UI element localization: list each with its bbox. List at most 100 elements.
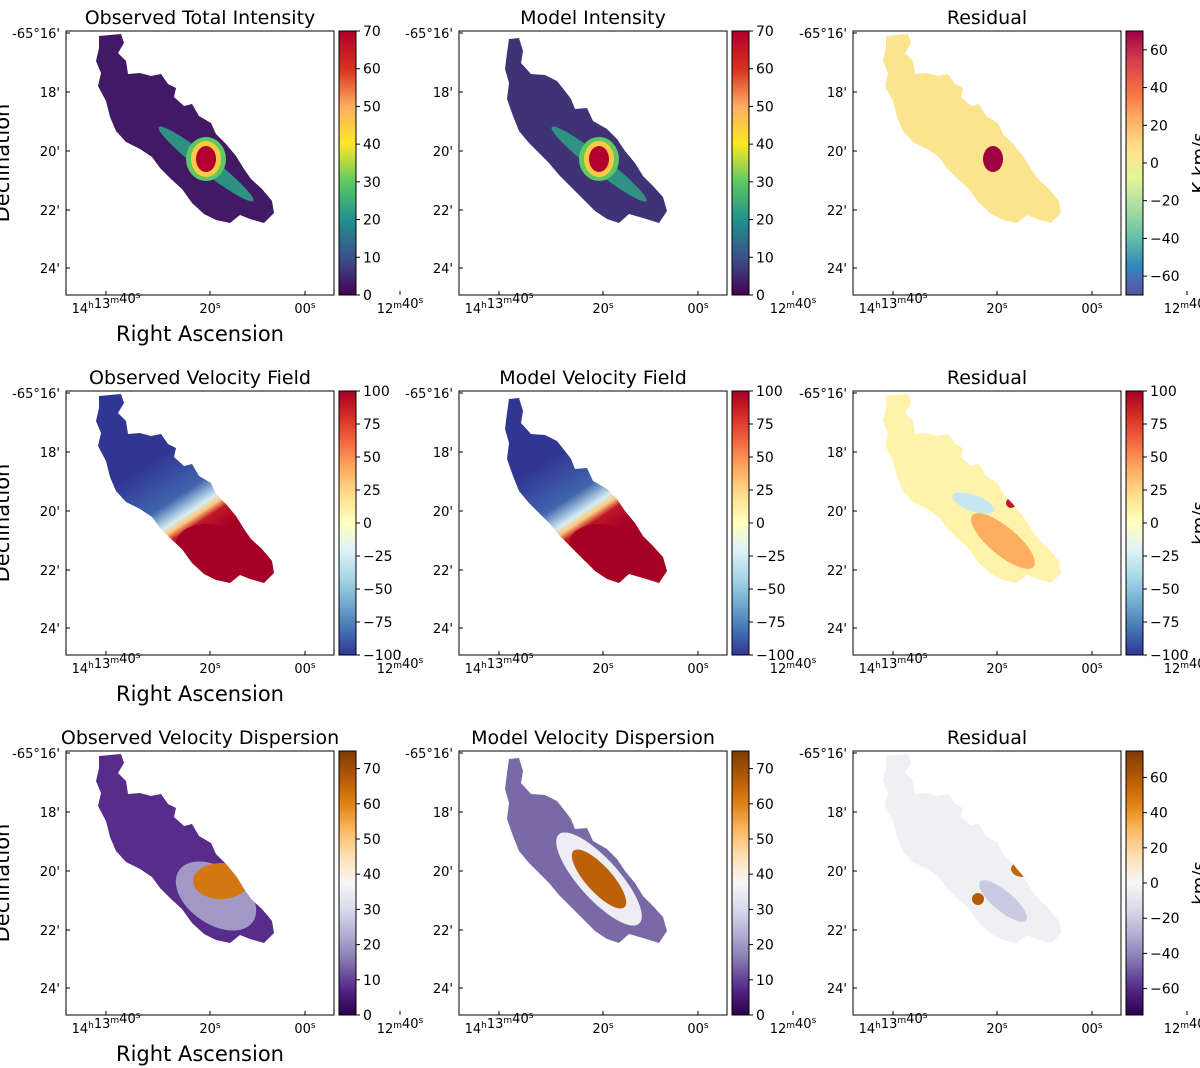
colorbar-tick-label: 70	[756, 24, 774, 40]
panel-1: Model Intensity -65°16' 18' 20' 22' 24' 14h13m…	[405, 7, 816, 317]
y-tick-label: 20'	[827, 505, 847, 520]
colorbar-tick-label: 25	[756, 483, 774, 499]
colorbar-tick-label: 100	[756, 384, 783, 400]
colorbar-tick-label: 0	[363, 516, 372, 532]
y-tick-label: 22'	[827, 924, 847, 939]
colorbar-tick-label: −20	[1150, 911, 1180, 927]
y-tick-label: -65°16'	[405, 27, 453, 42]
colorbar: −60 −40 −20 0 20 40 60 km/s	[1125, 750, 1200, 1016]
model-dispersion-map	[505, 758, 667, 943]
y-tick-label: 18'	[827, 806, 847, 821]
colorbar-label: km/s	[1189, 861, 1200, 904]
colorbar: 0 10 20 30 40 50 60 70	[338, 24, 381, 304]
x-tick-label: 12m40s	[770, 296, 817, 317]
colorbar-tick-label: 50	[756, 450, 774, 466]
x-tick-label: 12m40s	[770, 1016, 817, 1037]
y-tick-label: 20'	[433, 865, 453, 880]
colorbar: −60 −40 −20 0 20 40 60 K km/s	[1125, 30, 1200, 296]
residual-dispersion-map	[883, 754, 1061, 943]
colorbar-tick-label: 20	[1150, 118, 1168, 134]
x-tick-label: 00s	[687, 301, 709, 317]
x-tick-label: 00s	[294, 301, 316, 317]
colorbar-tick-label: 40	[756, 867, 774, 883]
panel-8: Residual -65°16' 18' 20' 22' 24' 14h13m40s 20s 0…	[799, 727, 1200, 1037]
panel-7: Model Velocity Dispersion -65°16' 18' 20' 22…	[405, 727, 816, 1037]
colorbar-tick-label: −40	[1150, 231, 1180, 247]
y-tick-label: 20'	[40, 505, 60, 520]
panel-6: Observed Velocity Dispersion-65°16' 18' 20…	[0, 727, 424, 1066]
x-tick-label: 14h13m40s	[72, 651, 141, 677]
colorbar-tick-label: 0	[756, 1008, 765, 1024]
colorbar-tick-label: 20	[1150, 841, 1168, 857]
x-tick-label: 00s	[294, 661, 316, 677]
panel-5: Residual -65°16' 18' 20' 22' 24' 14h13m40s 20s 0…	[799, 367, 1200, 677]
colorbar: 0 10 20 30 40 50 60 70	[338, 750, 381, 1024]
intensity-map	[96, 34, 274, 223]
y-tick-label: 22'	[827, 564, 847, 579]
x-tick-label: 12m40s	[770, 656, 817, 677]
y-tick-label: -65°16'	[799, 747, 847, 762]
colorbar-tick-label: 30	[756, 902, 774, 918]
colorbar-tick-label: 0	[1150, 516, 1159, 532]
colorbar-tick-label: −60	[1150, 269, 1180, 285]
x-tick-label: 14h13m40s	[72, 291, 141, 317]
residual-velocity-map	[883, 394, 1061, 583]
colorbar-tick-label: −25	[363, 549, 393, 565]
y-tick-label: 18'	[433, 806, 453, 821]
y-tick-label: 22'	[40, 204, 60, 219]
x-tick-label: 14h13m40s	[859, 291, 928, 317]
colorbar-tick-label: 100	[1150, 384, 1177, 400]
colorbar-tick-label: −50	[363, 582, 393, 598]
y-tick-label: 22'	[40, 924, 60, 939]
colorbar-tick-label: 50	[363, 832, 381, 848]
y-axis-label: Declination	[0, 824, 14, 943]
colorbar-tick-label: −100	[756, 648, 794, 664]
panel-title: Residual	[947, 7, 1027, 29]
y-tick-label: 24'	[433, 262, 453, 277]
x-tick-label: 12m40s	[377, 1016, 424, 1037]
panel-title: Model Intensity	[520, 7, 666, 29]
x-tick-label: 12m40s	[1164, 1016, 1200, 1037]
colorbar-tick-label: 0	[756, 288, 765, 304]
model-intensity-map	[505, 38, 667, 223]
y-tick-label: -65°16'	[12, 27, 60, 42]
colorbar: −100 −75 −50 −25 0 25 50 75 100	[338, 384, 401, 664]
x-tick-label: 14h13m40s	[465, 1011, 534, 1037]
y-tick-label: 20'	[827, 865, 847, 880]
y-tick-label: 20'	[40, 145, 60, 160]
panel-title: Model Velocity Dispersion	[471, 727, 715, 749]
panel-0: Observed Total Intensity -65°16' 18' 20' 22'…	[0, 7, 424, 346]
colorbar-label: K km/s	[1189, 133, 1200, 194]
x-tick-label: 12m40s	[377, 296, 424, 317]
x-tick-label: 00s	[1081, 1021, 1103, 1037]
colorbar-tick-label: 75	[1150, 417, 1168, 433]
x-tick-label: 12m40s	[377, 656, 424, 677]
panel-3: Observed Velocity Field -65°16' 18' 20' 22' 2…	[0, 367, 424, 706]
colorbar-tick-label: −25	[1150, 549, 1180, 565]
colorbar-tick-label: 40	[363, 867, 381, 883]
colorbar-tick-label: 0	[1150, 876, 1159, 892]
y-tick-label: 24'	[40, 622, 60, 637]
panel-title: Observed Velocity Dispersion	[61, 727, 339, 749]
colorbar-tick-label: 0	[363, 288, 372, 304]
x-axis-label: Right Ascension	[116, 682, 284, 706]
colorbar-tick-label: 20	[363, 213, 381, 229]
colorbar-tick-label: 20	[363, 938, 381, 954]
colorbar-tick-label: −40	[1150, 946, 1180, 962]
colorbar: −100 −75 −50 −25 0 25 50 75 100 km/s	[1125, 384, 1200, 664]
x-tick-label: 20s	[986, 661, 1008, 677]
y-tick-label: -65°16'	[799, 27, 847, 42]
colorbar-tick-label: 50	[756, 832, 774, 848]
y-tick-label: 18'	[40, 446, 60, 461]
x-tick-label: 00s	[687, 661, 709, 677]
residual-intensity-map	[883, 34, 1061, 223]
y-tick-label: 24'	[433, 622, 453, 637]
colorbar-tick-label: 40	[363, 137, 381, 153]
x-tick-label: 14h13m40s	[72, 1011, 141, 1037]
colorbar: −100 −75 −50 −25 0 25 50 75 100	[731, 384, 794, 664]
x-tick-label: 20s	[986, 1021, 1008, 1037]
x-tick-label: 20s	[199, 301, 221, 317]
y-tick-label: 20'	[40, 865, 60, 880]
x-tick-label: 20s	[199, 1021, 221, 1037]
velocity-map	[96, 394, 274, 583]
